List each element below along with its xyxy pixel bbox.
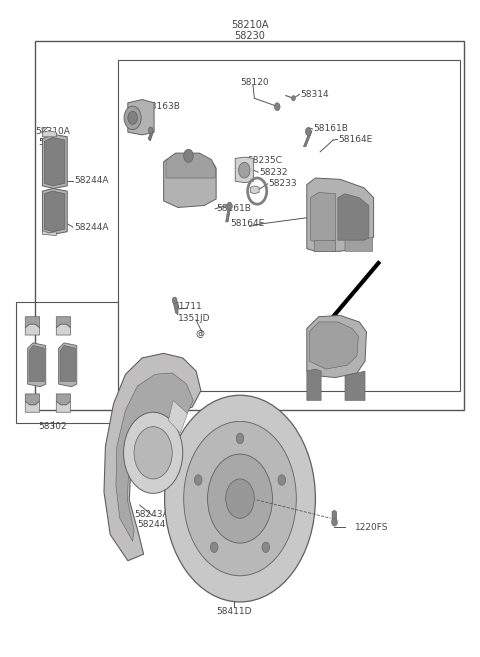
Circle shape [239, 162, 250, 178]
Circle shape [184, 149, 193, 162]
Circle shape [227, 202, 232, 210]
Circle shape [165, 396, 315, 602]
Bar [118, 60, 459, 391]
Polygon shape [44, 191, 65, 232]
Polygon shape [235, 157, 253, 183]
Circle shape [148, 127, 153, 133]
Text: 58120: 58120 [240, 78, 269, 87]
Polygon shape [25, 394, 39, 405]
Polygon shape [307, 369, 321, 401]
Circle shape [184, 421, 296, 576]
Text: 58161B: 58161B [216, 204, 251, 214]
Polygon shape [166, 153, 215, 178]
Polygon shape [128, 99, 154, 135]
Circle shape [128, 111, 137, 124]
Circle shape [278, 475, 286, 486]
Polygon shape [56, 394, 71, 405]
Polygon shape [42, 127, 48, 132]
Text: 58233: 58233 [269, 179, 297, 189]
Polygon shape [25, 324, 39, 335]
Circle shape [236, 433, 244, 443]
Polygon shape [56, 401, 71, 412]
Circle shape [210, 542, 218, 553]
Polygon shape [25, 401, 39, 412]
Polygon shape [104, 353, 201, 560]
Polygon shape [303, 131, 312, 147]
Polygon shape [42, 134, 67, 189]
Text: 58411D: 58411D [216, 606, 252, 616]
Circle shape [332, 518, 337, 526]
Text: 1220FS: 1220FS [355, 523, 388, 532]
Polygon shape [226, 206, 231, 222]
Polygon shape [56, 317, 71, 328]
Polygon shape [56, 324, 71, 335]
Polygon shape [307, 178, 373, 251]
Polygon shape [44, 137, 65, 186]
Text: 1351JD: 1351JD [179, 313, 211, 323]
Polygon shape [168, 401, 188, 433]
Text: 58244A: 58244A [74, 223, 108, 232]
Polygon shape [307, 315, 366, 378]
Circle shape [123, 412, 183, 493]
Text: 58232: 58232 [259, 168, 288, 177]
Polygon shape [25, 317, 39, 328]
Circle shape [305, 127, 311, 135]
Bar [16, 302, 118, 423]
Polygon shape [42, 189, 67, 235]
Text: 58314: 58314 [300, 90, 329, 99]
Polygon shape [148, 130, 153, 141]
Polygon shape [309, 322, 359, 369]
Text: 58210A
58230: 58210A 58230 [231, 20, 268, 41]
Circle shape [194, 475, 202, 486]
Polygon shape [345, 237, 372, 251]
Polygon shape [60, 346, 75, 382]
Polygon shape [332, 510, 336, 521]
Text: 58310A
58311: 58310A 58311 [36, 127, 71, 147]
Polygon shape [314, 240, 336, 251]
Text: 58164E: 58164E [338, 135, 372, 144]
Text: 58302: 58302 [38, 422, 67, 431]
Circle shape [172, 297, 177, 304]
Polygon shape [42, 131, 56, 137]
Polygon shape [173, 300, 178, 315]
Polygon shape [59, 343, 77, 387]
Text: 58164E: 58164E [230, 219, 265, 228]
Text: 58244A: 58244A [74, 176, 108, 185]
Polygon shape [345, 371, 365, 401]
Polygon shape [116, 373, 193, 541]
Bar [35, 41, 464, 410]
Polygon shape [311, 193, 336, 244]
Polygon shape [28, 343, 46, 387]
Polygon shape [164, 153, 216, 208]
Text: @: @ [195, 329, 204, 338]
Text: 58161B: 58161B [313, 124, 348, 133]
Circle shape [207, 454, 273, 543]
Text: 58243A
58244: 58243A 58244 [134, 510, 169, 530]
Circle shape [275, 102, 280, 110]
Circle shape [291, 96, 295, 101]
Polygon shape [42, 231, 56, 236]
Circle shape [262, 542, 270, 553]
Circle shape [134, 426, 172, 479]
Circle shape [226, 479, 254, 518]
Polygon shape [251, 186, 259, 194]
Circle shape [124, 106, 141, 129]
Text: 51711: 51711 [173, 302, 202, 311]
Polygon shape [338, 194, 369, 240]
Polygon shape [29, 346, 44, 382]
Text: 58235C: 58235C [248, 156, 283, 165]
Text: 58163B: 58163B [145, 102, 180, 110]
